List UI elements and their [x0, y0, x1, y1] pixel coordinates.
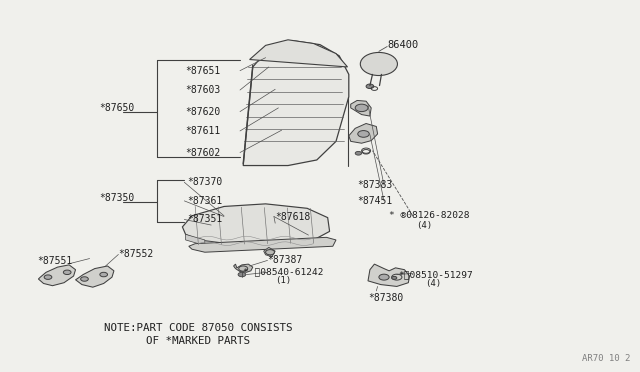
Circle shape — [81, 277, 88, 281]
Text: *87370: *87370 — [187, 177, 222, 187]
Text: OF *MARKED PARTS: OF *MARKED PARTS — [147, 337, 250, 346]
Text: (4): (4) — [426, 279, 442, 288]
Text: *87620: *87620 — [186, 107, 221, 116]
Text: *Ⓢ08510-51297: *Ⓢ08510-51297 — [398, 270, 473, 279]
Ellipse shape — [360, 52, 397, 76]
Polygon shape — [186, 234, 205, 246]
Circle shape — [355, 151, 362, 155]
Polygon shape — [243, 41, 349, 166]
Circle shape — [355, 104, 368, 112]
Circle shape — [44, 275, 52, 279]
Circle shape — [358, 131, 369, 137]
Polygon shape — [351, 100, 371, 116]
Circle shape — [366, 84, 374, 89]
Text: *87650: *87650 — [99, 103, 134, 113]
Polygon shape — [182, 204, 330, 245]
Text: NOTE:PART CODE 87050 CONSISTS: NOTE:PART CODE 87050 CONSISTS — [104, 323, 292, 333]
Polygon shape — [250, 40, 348, 67]
Text: *87603: *87603 — [186, 85, 221, 95]
Text: *87350: *87350 — [99, 193, 134, 203]
Text: *87551: *87551 — [37, 256, 72, 266]
Circle shape — [379, 274, 389, 280]
Circle shape — [392, 276, 397, 279]
Text: *87361: *87361 — [187, 196, 222, 206]
Text: AR70 10 2: AR70 10 2 — [582, 354, 630, 363]
Polygon shape — [368, 264, 410, 286]
Polygon shape — [264, 247, 275, 257]
Text: *87651: *87651 — [186, 66, 221, 76]
Text: *87618: *87618 — [275, 212, 310, 221]
Text: *87451: *87451 — [357, 196, 392, 206]
Text: *87611: *87611 — [186, 126, 221, 136]
Text: *87552: *87552 — [118, 249, 154, 259]
Text: (4): (4) — [416, 221, 432, 230]
Text: *87602: *87602 — [186, 148, 221, 157]
Polygon shape — [349, 124, 378, 143]
Text: *87351: *87351 — [187, 215, 222, 224]
Circle shape — [238, 272, 246, 277]
Text: *87387: *87387 — [268, 256, 303, 265]
Polygon shape — [189, 237, 336, 252]
Polygon shape — [38, 265, 76, 286]
Text: * Ⓢ08540-61242: * Ⓢ08540-61242 — [243, 268, 324, 277]
Circle shape — [100, 272, 108, 277]
Text: * ®08126-82028: * ®08126-82028 — [389, 211, 470, 220]
Polygon shape — [234, 264, 253, 272]
Text: (1): (1) — [275, 276, 291, 285]
Text: *87380: *87380 — [368, 293, 403, 302]
Polygon shape — [76, 266, 114, 287]
Text: *87383: *87383 — [357, 180, 392, 190]
Text: 86400: 86400 — [387, 40, 419, 49]
Circle shape — [63, 270, 71, 275]
